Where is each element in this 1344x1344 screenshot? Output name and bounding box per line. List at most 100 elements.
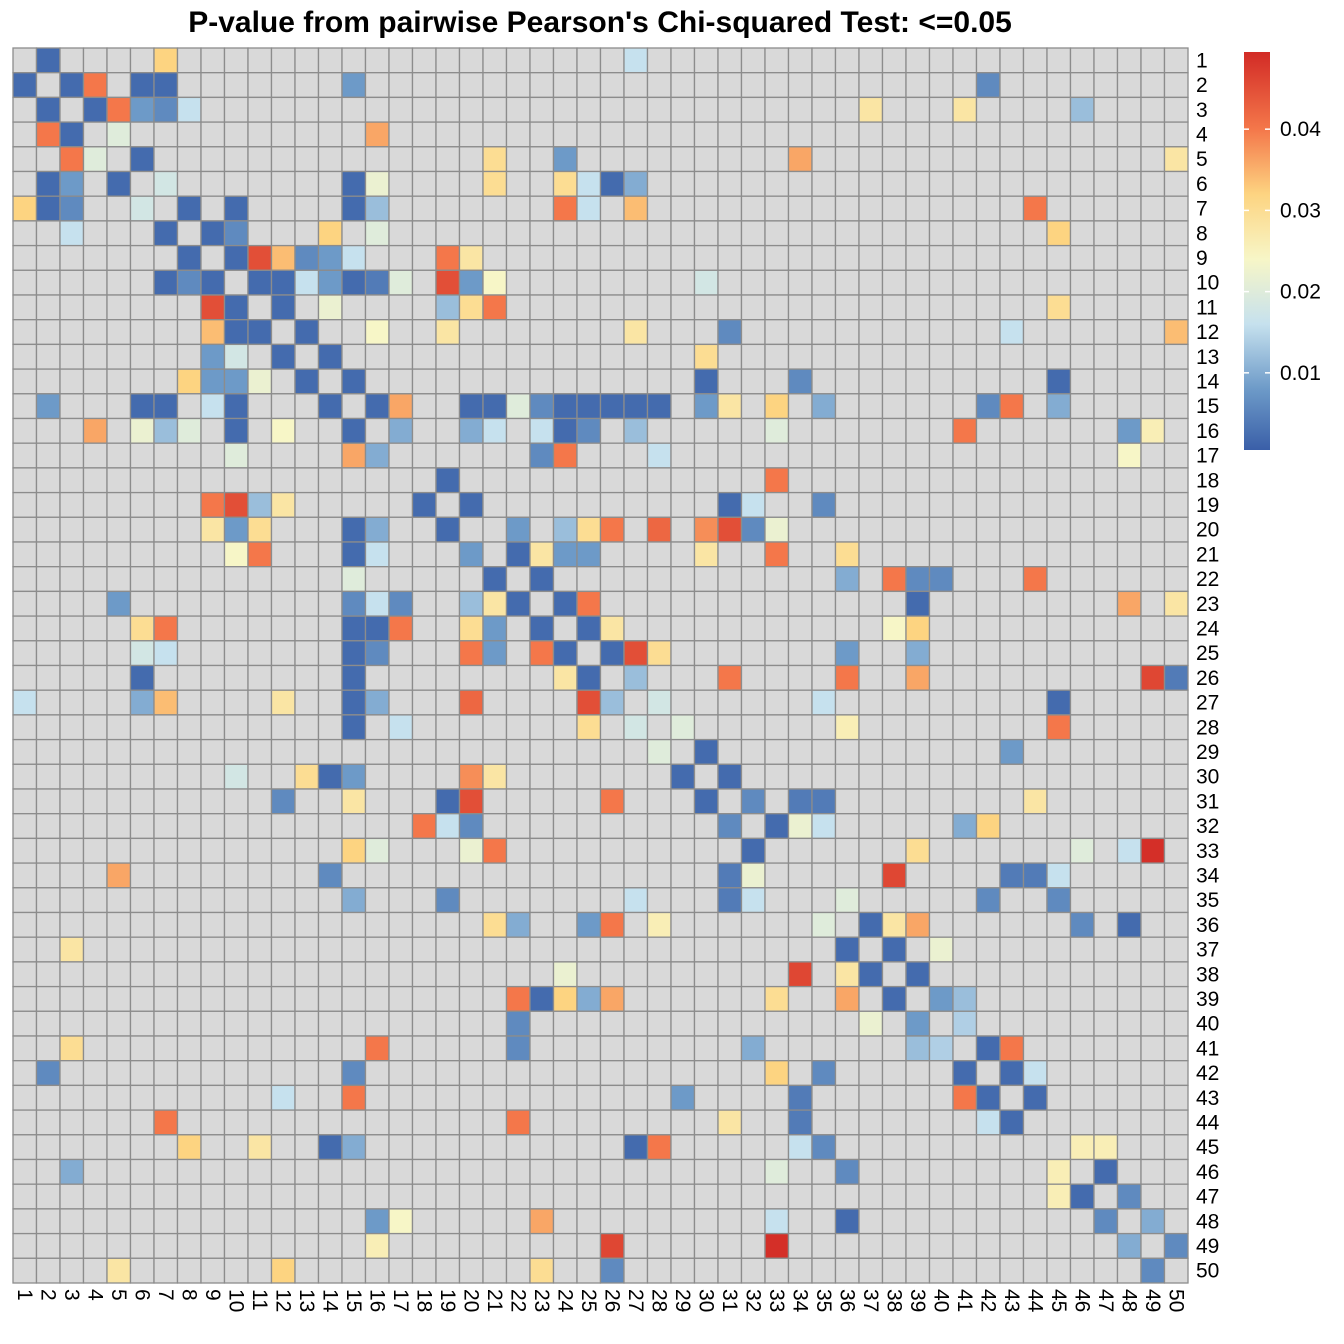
heatmap-cell-empty bbox=[317, 689, 343, 716]
heatmap-cell-empty bbox=[811, 1084, 837, 1111]
heatmap-cell-value bbox=[364, 1035, 390, 1062]
heatmap-cell-empty bbox=[1069, 541, 1095, 568]
heatmap-cell-empty bbox=[106, 1134, 132, 1161]
heatmap-cell-empty bbox=[646, 146, 672, 173]
column-label: 5 bbox=[107, 1289, 130, 1301]
heatmap-cell-empty bbox=[294, 442, 320, 469]
heatmap-cell-empty bbox=[341, 1010, 367, 1037]
heatmap-cell-empty bbox=[1093, 788, 1119, 815]
heatmap-cell-empty bbox=[1069, 887, 1095, 914]
heatmap-cell-empty bbox=[129, 491, 155, 518]
heatmap-cell-value bbox=[1163, 146, 1189, 173]
heatmap-cell-empty bbox=[975, 220, 1001, 247]
heatmap-cell-empty bbox=[364, 788, 390, 815]
heatmap-cell-empty bbox=[35, 1010, 61, 1037]
heatmap-cell-empty bbox=[858, 195, 884, 222]
heatmap-cell-empty bbox=[834, 1060, 860, 1087]
heatmap-cell-empty bbox=[435, 738, 461, 765]
heatmap-cell-value bbox=[247, 368, 273, 395]
heatmap-cell-empty bbox=[717, 368, 743, 395]
heatmap-cell-empty bbox=[975, 763, 1001, 790]
row-label: 28 bbox=[1196, 716, 1219, 739]
heatmap-cell-empty bbox=[740, 738, 766, 765]
heatmap-cell-empty bbox=[952, 862, 978, 889]
heatmap-cell-empty bbox=[717, 1060, 743, 1087]
heatmap-cell-empty bbox=[787, 72, 813, 99]
heatmap-cell-empty bbox=[576, 1232, 602, 1259]
heatmap-cell-empty bbox=[270, 195, 296, 222]
heatmap-cell-empty bbox=[12, 121, 38, 148]
heatmap-cell-empty bbox=[35, 566, 61, 593]
heatmap-cell-empty bbox=[599, 887, 625, 914]
heatmap-cell-empty bbox=[1140, 936, 1166, 963]
heatmap-cell-empty bbox=[646, 72, 672, 99]
heatmap-cell-empty bbox=[1140, 714, 1166, 741]
heatmap-cell-empty bbox=[623, 121, 649, 148]
heatmap-cell-empty bbox=[1140, 146, 1166, 173]
heatmap-cell-value bbox=[223, 393, 249, 420]
heatmap-cell-value bbox=[341, 72, 367, 99]
heatmap-cell-empty bbox=[740, 170, 766, 197]
heatmap-cell-empty bbox=[717, 640, 743, 667]
heatmap-cell-value bbox=[1069, 911, 1095, 938]
heatmap-cell-empty bbox=[482, 491, 508, 518]
heatmap-cell-empty bbox=[1069, 442, 1095, 469]
heatmap-cell-empty bbox=[1140, 170, 1166, 197]
heatmap-cell-value bbox=[1069, 1183, 1095, 1210]
heatmap-cell-empty bbox=[529, 244, 555, 271]
heatmap-cell-empty bbox=[411, 393, 437, 420]
heatmap-cell-value bbox=[834, 664, 860, 691]
heatmap-cell-empty bbox=[482, 738, 508, 765]
heatmap-cell-empty bbox=[223, 1010, 249, 1037]
heatmap-cell-empty bbox=[764, 837, 790, 864]
heatmap-cell-empty bbox=[1093, 1232, 1119, 1259]
heatmap-cell-empty bbox=[82, 1010, 108, 1037]
column-label: 16 bbox=[365, 1289, 388, 1312]
heatmap-cell-empty bbox=[811, 319, 837, 346]
heatmap-cell-empty bbox=[223, 911, 249, 938]
heatmap-cell-empty bbox=[928, 319, 954, 346]
heatmap-cell-empty bbox=[458, 1084, 484, 1111]
heatmap-cell-empty bbox=[646, 541, 672, 568]
heatmap-cell-empty bbox=[411, 1010, 437, 1037]
heatmap-cell-value bbox=[811, 491, 837, 518]
heatmap-cell-value bbox=[247, 1134, 273, 1161]
heatmap-cell-empty bbox=[35, 541, 61, 568]
heatmap-cell-empty bbox=[294, 911, 320, 938]
heatmap-cell-empty bbox=[764, 1010, 790, 1037]
heatmap-cell-empty bbox=[12, 467, 38, 494]
heatmap-cell-empty bbox=[317, 714, 343, 741]
heatmap-cell-empty bbox=[599, 1208, 625, 1235]
heatmap-cell-empty bbox=[764, 862, 790, 889]
heatmap-cell-value bbox=[411, 491, 437, 518]
heatmap-cell-value bbox=[787, 1084, 813, 1111]
heatmap-cell-value bbox=[811, 1134, 837, 1161]
heatmap-cell-empty bbox=[317, 72, 343, 99]
heatmap-cell-empty bbox=[505, 615, 531, 642]
heatmap-cell-empty bbox=[106, 1109, 132, 1136]
heatmap-cell-empty bbox=[458, 1109, 484, 1136]
heatmap-cell-empty bbox=[717, 566, 743, 593]
heatmap-cell-empty bbox=[952, 664, 978, 691]
heatmap-cell-value bbox=[341, 664, 367, 691]
heatmap-cell-empty bbox=[811, 121, 837, 148]
heatmap-cell-empty bbox=[905, 862, 931, 889]
heatmap-cell-empty bbox=[717, 467, 743, 494]
heatmap-cell-empty bbox=[200, 72, 226, 99]
heatmap-cell-empty bbox=[12, 516, 38, 543]
heatmap-cell-empty bbox=[834, 393, 860, 420]
heatmap-cell-empty bbox=[787, 195, 813, 222]
heatmap-cell-empty bbox=[364, 911, 390, 938]
heatmap-cell-empty bbox=[1093, 590, 1119, 617]
heatmap-cell-empty bbox=[435, 393, 461, 420]
heatmap-cell-value bbox=[341, 788, 367, 815]
heatmap-cell-empty bbox=[646, 1183, 672, 1210]
row-label: 47 bbox=[1196, 1186, 1219, 1209]
heatmap-cell-empty bbox=[317, 1183, 343, 1210]
heatmap-cell-empty bbox=[1069, 1109, 1095, 1136]
heatmap-cell-empty bbox=[458, 170, 484, 197]
heatmap-cell-empty bbox=[1022, 985, 1048, 1012]
heatmap-cell-value bbox=[364, 170, 390, 197]
heatmap-cell-empty bbox=[905, 1257, 931, 1284]
heatmap-cell-empty bbox=[693, 467, 719, 494]
